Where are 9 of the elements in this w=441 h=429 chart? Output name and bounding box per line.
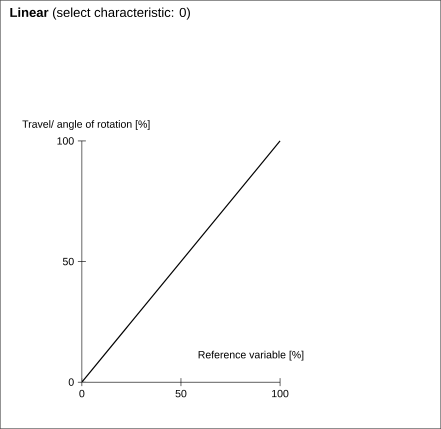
y-tick-label: 100: [57, 137, 74, 145]
y-tick-label: 50: [62, 258, 74, 266]
x-axis-title: Reference variable [%]: [198, 350, 304, 361]
x-tick-label: 100: [272, 390, 288, 398]
x-tick-label: 0: [79, 390, 84, 398]
y-tick-label: 0: [68, 378, 74, 386]
y-axis-title: Travel/ angle of rotation [%]: [22, 120, 150, 130]
x-tick-label: 50: [176, 390, 186, 398]
chart-title: Linear (select characteristic: 0): [10, 7, 190, 20]
